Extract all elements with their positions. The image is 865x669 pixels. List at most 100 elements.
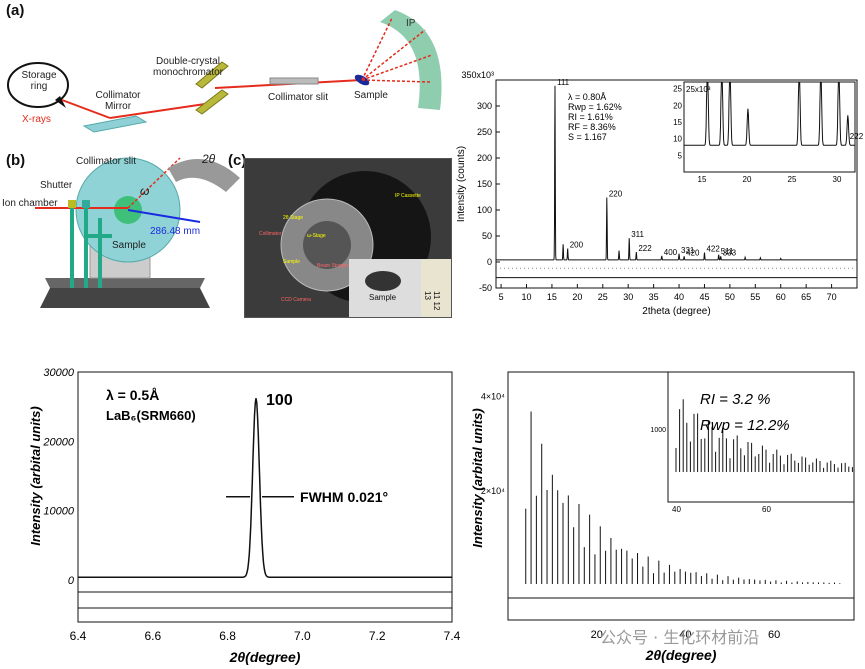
y-tick-label: 0 <box>487 257 492 267</box>
panel-a-label: (a) <box>6 2 25 19</box>
peak-label: 400 <box>664 248 678 257</box>
y-tick-label: 50 <box>482 231 492 241</box>
legend-entry: λ = 0.80Å <box>568 92 606 102</box>
y-tick-label: 0 <box>68 575 75 587</box>
ip-label-a: IP <box>406 18 416 29</box>
diffractometer-schematic <box>35 157 240 308</box>
diffractometer-photo: 2θ Stage IP Cassette Collimator ω-Stage … <box>244 158 452 318</box>
y-axis-label: Intensity (counts) <box>456 146 467 222</box>
chart-refinement-050: 20 40 60 2×10⁴ 4×10⁴ 2θ(degree) Intensity (arb… <box>470 371 855 663</box>
x-tick-label: 6.6 <box>144 629 161 643</box>
collimator-mirror-shape <box>82 115 148 133</box>
panel-b-label: (b) <box>6 152 26 169</box>
inset-profile <box>684 81 855 146</box>
rwp-label: Rwp = 12.2% <box>700 417 790 434</box>
two-theta-label-b: 2θ <box>202 152 216 166</box>
tag-beam-stopper: Beam Stopper <box>317 263 349 269</box>
peak-label: 311 <box>631 230 644 239</box>
x-tick-label: 7.2 <box>369 629 386 643</box>
x-tick-label: 5 <box>499 292 504 302</box>
ion-chamber-label: Ion chamber <box>2 198 58 209</box>
x-tick-label: 60 <box>768 629 780 641</box>
peak-profile <box>78 398 452 578</box>
peak-label: 333 <box>723 248 737 257</box>
omega-label: ω <box>140 184 150 198</box>
mono-crystal-1 <box>195 61 229 89</box>
wavelength-label: λ = 0.5Å <box>106 387 159 403</box>
xray-beam-1 <box>61 99 111 119</box>
watermark-text: 公众号 · 生化环材前沿 <box>600 628 760 647</box>
imaging-plate-shape <box>380 10 442 110</box>
x-tick-label: 6.4 <box>70 629 87 643</box>
x-tick-label: 25 <box>598 292 608 302</box>
peak-label: 422 <box>706 245 720 254</box>
inset-x-tick: 20 <box>743 175 752 184</box>
sample-label-a: Sample <box>354 90 388 101</box>
inset-y-tick: 1000 <box>650 427 666 434</box>
fwhm-label: FWHM 0.021° <box>300 489 388 505</box>
x-tick-label: 70 <box>827 292 837 302</box>
inset-frame <box>683 81 856 173</box>
peak-label: 100 <box>266 392 293 409</box>
peak-label: 420 <box>686 248 700 257</box>
y-axis-label: Intensity (arbital units) <box>28 406 43 545</box>
y-tick-label: 300 <box>477 101 492 111</box>
inset-y-tick: 10 <box>673 135 682 144</box>
inset-y-tick: 20 <box>673 101 682 110</box>
y-axis-label: Intensity (arbital units) <box>470 408 485 547</box>
x-axis-label: 2θ(degree) <box>645 647 717 663</box>
x-tick-label: 6.8 <box>219 629 236 643</box>
y-tick-label: 30000 <box>43 367 74 379</box>
x-tick-label: 40 <box>679 629 691 641</box>
inset-y-tick: 15 <box>673 118 682 127</box>
legend-entry: RF = 8.36% <box>568 122 616 132</box>
y-tick-label: 250 <box>477 127 492 137</box>
inset-x-tick: 30 <box>833 175 842 184</box>
inset-y-unit: 25x10³ <box>686 85 711 94</box>
legend-entry: RI = 1.61% <box>568 112 613 122</box>
xray-beam-2 <box>109 103 206 119</box>
y-tick-label: -50 <box>479 283 492 293</box>
sample-name-label: LaB₆(SRM660) <box>106 408 196 423</box>
x-tick-label: 20 <box>572 292 582 302</box>
tag-ip-cassette: IP Cassette <box>395 193 421 199</box>
mono-crystal-2 <box>195 89 229 115</box>
x-tick-label: 10 <box>521 292 531 302</box>
peak-label: 220 <box>609 190 623 199</box>
inset-x-tick: 15 <box>698 175 707 184</box>
legend-entry: S = 1.167 <box>568 132 607 142</box>
y-unit-label: 350x10³ <box>461 70 494 80</box>
inset-sample-label: Sample <box>369 293 397 302</box>
inset-x-tick: 40 <box>672 505 681 514</box>
y-tick-label: 2×10⁴ <box>481 486 505 496</box>
beamline-schematic <box>7 10 442 133</box>
tag-ccd-camera: CCD Camera <box>281 297 312 303</box>
chart-lab6-peak: 6.4 6.6 6.8 7.0 7.2 7.4 0 10000 20000 30000 2θ(deg… <box>28 367 461 665</box>
chart-refinement-080: 5 10 15 20 25 30 35 40 45 50 55 60 65 70 -50 0 50 100 150 2… <box>456 70 864 317</box>
tag-sample: Sample <box>283 259 300 265</box>
collimator-slit-label-b: Collimator slit <box>76 156 137 167</box>
inset-x-tick: 60 <box>762 505 771 514</box>
monochromator-label: Double-crystal monochromator <box>152 56 224 78</box>
storage-ring-arrow <box>55 96 66 108</box>
profile-line <box>495 85 857 262</box>
inset-y-tick: 25 <box>673 85 682 94</box>
storage-ring-label: Storage ring <box>21 70 57 92</box>
inset-x-tick: 25 <box>788 175 797 184</box>
x-tick-label: 60 <box>776 292 786 302</box>
radius-line <box>127 209 201 223</box>
legend-entry: Rwp = 1.62% <box>568 102 622 112</box>
ruler-label: 11 12 13 <box>423 291 441 311</box>
collimator-slit-shape <box>269 77 319 85</box>
y-tick-label: 10000 <box>43 506 74 518</box>
xrays-label: X-rays <box>22 114 51 125</box>
peak-label: 111 <box>557 78 570 87</box>
x-tick-label: 50 <box>725 292 735 302</box>
tag-omega-stage: ω-Stage <box>307 233 326 239</box>
x-axis-label: 2θ(degree) <box>229 649 301 665</box>
x-tick-label: 20 <box>591 629 603 641</box>
plot-frame <box>77 371 453 623</box>
sample-label-b: Sample <box>112 240 146 251</box>
shutter-label: Shutter <box>40 180 73 191</box>
storage-ring-shape <box>7 62 69 108</box>
